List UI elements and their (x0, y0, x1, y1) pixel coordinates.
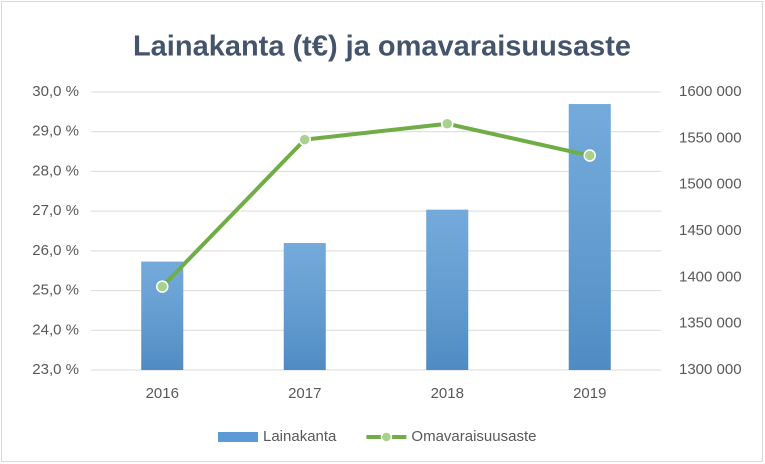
legend-label: Omavaraisuusaste (411, 428, 536, 445)
line-marker (583, 149, 596, 162)
x-tick-label: 2019 (573, 385, 606, 402)
y2-tick-label: 1450 000 (679, 222, 742, 239)
line-marker (441, 117, 454, 131)
y-tick-label: 29,0 % (32, 123, 79, 140)
line (160, 121, 591, 288)
y-tick-label: 27,0 % (32, 202, 79, 219)
y-tick-label: 25,0 % (32, 282, 79, 299)
bar-shade (426, 209, 469, 370)
y2-tick-label: 1350 000 (679, 315, 742, 332)
line-marker (298, 133, 311, 146)
y2-tick-label: 1550 000 (679, 129, 742, 146)
y-tick-label: 30,0 % (32, 83, 79, 100)
legend-label: Lainakanta (263, 428, 337, 445)
legend-swatch (218, 432, 258, 442)
y2-tick-label: 1300 000 (679, 361, 742, 378)
bar-shade (141, 261, 184, 370)
y2-tick-label: 1600 000 (679, 83, 742, 100)
y2-tick-label: 1400 000 (679, 268, 742, 285)
legend-marker (380, 431, 393, 443)
chart-title: Lainakanta (t€) ja omavaraisuusaste (133, 31, 631, 63)
x-tick-label: 2017 (288, 385, 321, 402)
y-tick-label: 28,0 % (32, 162, 79, 179)
y2-tick-label: 1500 000 (679, 176, 742, 193)
y-tick-label: 26,0 % (32, 242, 79, 259)
bar-shade (283, 243, 326, 370)
y-tick-label: 23,0 % (32, 361, 79, 378)
x-tick-label: 2016 (146, 385, 179, 402)
x-tick-label: 2018 (431, 385, 464, 402)
y-tick-label: 24,0 % (32, 321, 79, 338)
line-marker (156, 280, 169, 293)
bar-shade (568, 104, 611, 371)
